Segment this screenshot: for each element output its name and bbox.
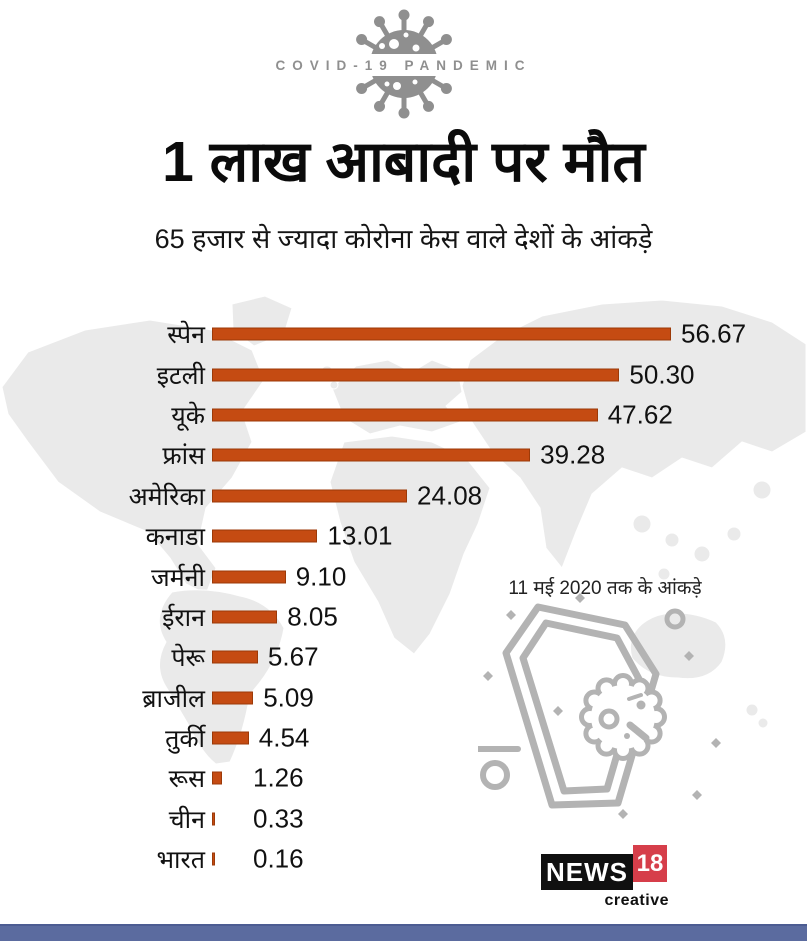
country-label: ब्राजील (142, 684, 205, 713)
chart-row: इटली 50.30 (0, 354, 807, 394)
country-label: जर्मनी (151, 563, 205, 592)
chart-row: चीन 0.33 (0, 799, 807, 839)
bar (212, 448, 531, 462)
chart-row: ब्राजील 5.09 (0, 678, 807, 718)
value-label: 4.54 (258, 722, 310, 753)
country-label: इटली (156, 361, 205, 390)
chart-row: ईरान 8.05 (0, 597, 807, 637)
data-note: 11 मई 2020 तक के आंकड़े (508, 578, 702, 599)
coffin-virus-icon (478, 593, 721, 819)
chart-row: फ्रांस 39.28 (0, 435, 807, 475)
header-badge: COVID-19 PANDEMIC (0, 8, 807, 120)
value-label: 47.62 (607, 399, 673, 430)
bar-track: 50.30 (212, 354, 807, 394)
bar-track: 47.62 (212, 395, 807, 435)
news18-number: 18 (633, 845, 667, 882)
value-label: 0.33 (253, 803, 304, 834)
value-label: 8.05 (287, 601, 338, 632)
value-label: 24.08 (417, 480, 483, 511)
bar-track: 1.26 (212, 758, 807, 798)
bar (212, 650, 258, 664)
chart-row: स्पेन 56.67 (0, 314, 807, 354)
value-label: 5.67 (267, 641, 319, 672)
value-label: 1.26 (253, 762, 304, 793)
bar-chart: स्पेन 56.67 इटली 50.30 यूके 47.62 फ्रांस 39.28 अ… (0, 314, 807, 879)
bar-track: 0.33 (212, 799, 807, 839)
bar-track: 8.05 (212, 597, 807, 637)
chart-row: रूस 1.26 (0, 758, 807, 798)
bar-track: 0.16 (212, 839, 807, 879)
chart-row: तुर्की 4.54 (0, 718, 807, 758)
value-label: 0.16 (253, 843, 304, 874)
country-label: कनाडा (145, 523, 205, 552)
news18-logo: NEWS 18 creative (541, 845, 671, 909)
bar-track: 13.01 (212, 516, 807, 556)
value-label: 56.67 (681, 318, 747, 349)
page-subtitle: 65 हजार से ज्यादा कोरोना केस वाले देशों … (154, 224, 653, 254)
country-label: स्पेन (167, 321, 205, 350)
bar-track: 56.67 (212, 314, 807, 354)
bar (212, 812, 215, 826)
value-label: 5.09 (263, 682, 314, 713)
bar-track: 5.09 (212, 678, 807, 718)
bar-track: 39.28 (212, 435, 807, 475)
badge-band: COVID-19 PANDEMIC (275, 54, 532, 76)
bar (212, 529, 318, 543)
bar (212, 731, 249, 745)
footer-bar (0, 924, 807, 941)
value-label: 39.28 (540, 439, 606, 470)
country-label: रूस (168, 765, 205, 794)
chart-row: जर्मनी 9.10 (0, 556, 807, 596)
chart-row: यूके 47.62 (0, 395, 807, 435)
country-label: भारत (156, 846, 205, 875)
value-label: 50.30 (629, 359, 695, 390)
country-label: तुर्की (165, 725, 205, 754)
bar (212, 408, 598, 422)
bar-track: 4.54 (212, 718, 807, 758)
bar (212, 771, 223, 785)
country-label: ईरान (162, 603, 205, 632)
bar (212, 691, 254, 705)
bar (212, 368, 620, 382)
bar-track: 9.10 (212, 556, 807, 596)
creative-label: creative (604, 892, 669, 909)
country-label: अमेरिका (128, 482, 205, 511)
country-label: चीन (168, 805, 205, 834)
bar (212, 852, 215, 866)
news-logo-text: NEWS (541, 854, 633, 890)
country-label: यूके (171, 401, 205, 430)
value-label: 13.01 (327, 520, 393, 551)
chart-row: कनाडा 13.01 (0, 516, 807, 556)
bar (212, 327, 672, 341)
bar-track: 24.08 (212, 476, 807, 516)
bar-track: 5.67 (212, 637, 807, 677)
value-label: 9.10 (295, 561, 347, 592)
country-label: पेरू (171, 644, 205, 673)
chart-row: पेरू 5.67 (0, 637, 807, 677)
chart-row: अमेरिका 24.08 (0, 476, 807, 516)
bar (212, 489, 408, 503)
page-title: 1 लाख आबादी पर मौत (162, 130, 645, 194)
chart-row: भारत 0.16 (0, 839, 807, 879)
country-label: फ्रांस (162, 442, 205, 471)
bar (212, 570, 286, 584)
bar (212, 610, 278, 624)
badge-text: COVID-19 PANDEMIC (275, 57, 532, 73)
